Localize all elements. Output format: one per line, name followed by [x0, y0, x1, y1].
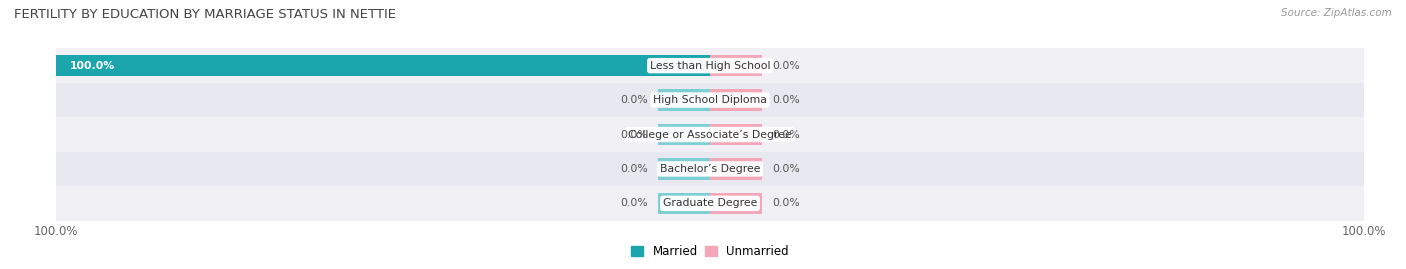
Text: 0.0%: 0.0% [772, 129, 800, 140]
Text: FERTILITY BY EDUCATION BY MARRIAGE STATUS IN NETTIE: FERTILITY BY EDUCATION BY MARRIAGE STATU… [14, 8, 396, 21]
Text: College or Associate’s Degree: College or Associate’s Degree [628, 129, 792, 140]
Legend: Married, Unmarried: Married, Unmarried [627, 240, 793, 263]
Bar [658, 124, 710, 145]
Text: 0.0%: 0.0% [772, 198, 800, 208]
Text: 100.0%: 100.0% [69, 61, 114, 71]
Bar [658, 89, 710, 111]
Bar [56, 83, 1364, 117]
Bar [710, 89, 762, 111]
Text: 0.0%: 0.0% [772, 95, 800, 105]
Bar [658, 193, 710, 214]
Bar [710, 193, 762, 214]
Text: 0.0%: 0.0% [772, 61, 800, 71]
Bar [56, 117, 1364, 152]
Bar [658, 55, 710, 76]
Bar [56, 48, 1364, 83]
Bar [56, 55, 710, 76]
Bar [658, 124, 710, 145]
Text: High School Diploma: High School Diploma [654, 95, 766, 105]
Bar [710, 55, 762, 76]
Bar [658, 89, 710, 111]
Bar [710, 193, 762, 214]
Bar [56, 186, 1364, 221]
Bar [56, 152, 1364, 186]
Bar [658, 193, 710, 214]
Text: Graduate Degree: Graduate Degree [662, 198, 758, 208]
Bar [710, 89, 762, 111]
Text: 0.0%: 0.0% [620, 198, 648, 208]
Bar [710, 124, 762, 145]
Bar [710, 158, 762, 180]
Bar [710, 158, 762, 180]
Bar [658, 158, 710, 180]
Text: 0.0%: 0.0% [620, 95, 648, 105]
Bar [710, 55, 762, 76]
Text: Bachelor’s Degree: Bachelor’s Degree [659, 164, 761, 174]
Bar [710, 124, 762, 145]
Text: Source: ZipAtlas.com: Source: ZipAtlas.com [1281, 8, 1392, 18]
Text: 0.0%: 0.0% [772, 164, 800, 174]
Text: 0.0%: 0.0% [620, 129, 648, 140]
Bar [658, 158, 710, 180]
Text: 0.0%: 0.0% [620, 164, 648, 174]
Text: Less than High School: Less than High School [650, 61, 770, 71]
